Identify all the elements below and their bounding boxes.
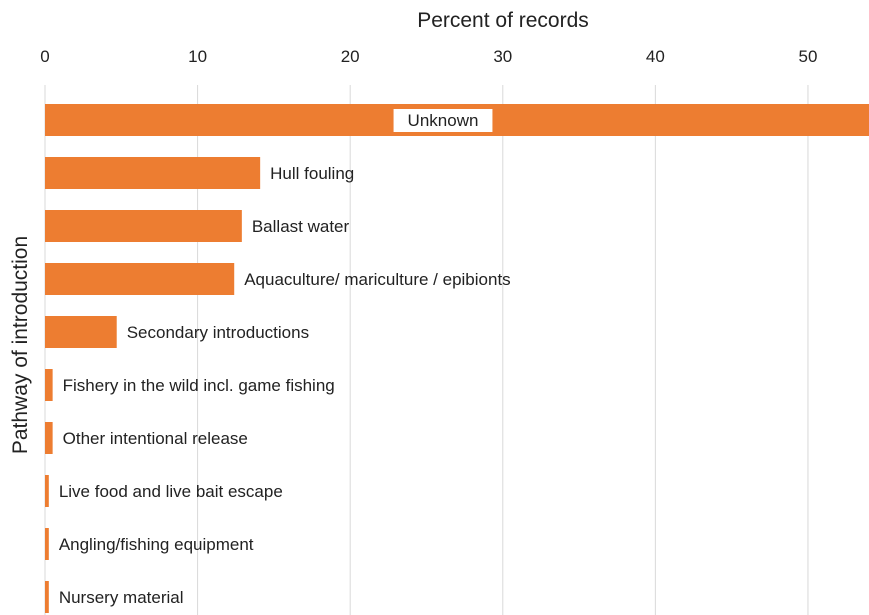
bar-label-background xyxy=(393,109,493,132)
x-tick-label: 50 xyxy=(799,47,818,66)
y-axis-title: Pathway of introduction xyxy=(9,236,32,454)
bar-label: Angling/fishing equipment xyxy=(59,535,254,554)
bar-label: Other intentional release xyxy=(63,429,248,448)
bar-label: Nursery material xyxy=(59,588,184,607)
bar-label: Live food and live bait escape xyxy=(59,482,283,501)
bar xyxy=(45,422,53,454)
x-axis-title: Percent of records xyxy=(417,9,589,32)
bar xyxy=(45,157,261,189)
x-tick-label: 40 xyxy=(646,47,665,66)
bar-label: Ballast water xyxy=(252,217,350,236)
x-tick-label: 0 xyxy=(40,47,49,66)
bar xyxy=(45,210,242,242)
x-axis-ticks: 0 10 20 30 40 50 xyxy=(40,47,817,66)
bar xyxy=(45,475,49,507)
bar-labels: Unknown Hull fouling Ballast water Aquacult… xyxy=(59,109,511,607)
x-tick-label: 30 xyxy=(493,47,512,66)
x-tick-label: 20 xyxy=(341,47,360,66)
bar-label: Secondary introductions xyxy=(127,323,309,342)
bar-label: Aquaculture/ mariculture / epibionts xyxy=(244,270,510,289)
bars xyxy=(45,104,869,613)
bar xyxy=(45,263,235,295)
bar xyxy=(45,528,49,560)
bar-label: Hull fouling xyxy=(270,164,354,183)
bar xyxy=(45,316,117,348)
bar-label: Unknown xyxy=(408,111,479,130)
bar xyxy=(45,369,53,401)
x-tick-label: 10 xyxy=(188,47,207,66)
bar-label: Fishery in the wild incl. game fishing xyxy=(63,376,335,395)
bar xyxy=(45,581,49,613)
